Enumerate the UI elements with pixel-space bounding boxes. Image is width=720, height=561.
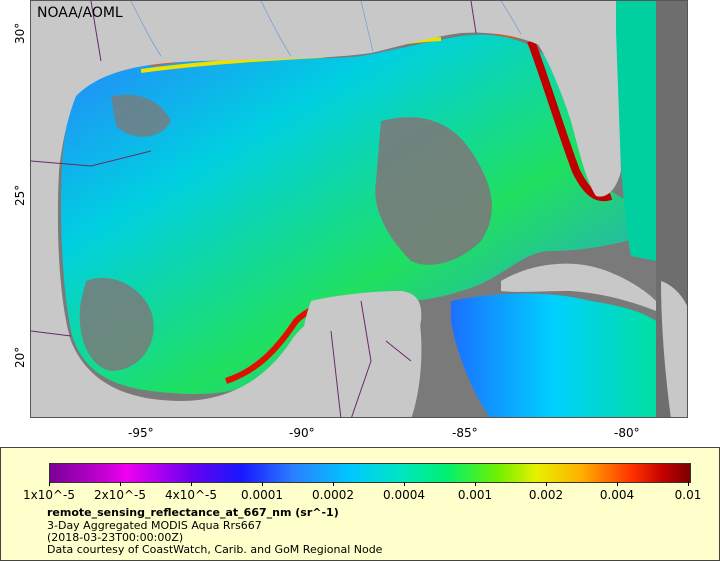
legend-title: remote_sensing_reflectance_at_667_nm (sr… (47, 506, 339, 519)
cloud-gap-central (375, 117, 492, 265)
legend-date: (2018-03-23T00:00:00Z) (47, 531, 184, 544)
lon-tick-85: -85° (452, 426, 478, 440)
legend-dataset: 3-Day Aggregated MODIS Aqua Rrs667 (47, 519, 262, 532)
rivers (130, 1, 522, 57)
lat-tick-30: 30° (13, 22, 27, 44)
land-cuba (501, 263, 656, 311)
land-florida (536, 29, 621, 197)
colorbar-tick: 0.0001 (241, 488, 283, 502)
cloud-gap-west (79, 277, 154, 371)
colorbar-tick: 0.001 (457, 488, 493, 502)
legend-credit: Data courtesy of CoastWatch, Carib. and … (47, 543, 383, 556)
colorbar-tick: 0.0002 (312, 488, 354, 502)
lat-tick-25: 25° (13, 184, 27, 206)
colorbar (49, 463, 691, 483)
legend-panel: 1x10^-5 2x10^-5 4x10^-5 0.0001 0.0002 0.… (0, 447, 720, 561)
political-borders (31, 1, 477, 417)
colorbar-tick: 2x10^-5 (93, 488, 147, 502)
land-yucatan (301, 291, 422, 417)
land-bahamas (661, 281, 687, 417)
reflectance-map (31, 1, 687, 417)
lon-tick-80: -80° (614, 426, 640, 440)
colorbar-tick: 0.002 (528, 488, 564, 502)
colorbar-tick: 0.0004 (383, 488, 425, 502)
colorbar-tick: 1x10^-5 (22, 488, 76, 502)
cloud-gap-north (111, 94, 171, 137)
lon-tick-95: -95° (128, 426, 154, 440)
map-credit: NOAA/AOML (37, 5, 123, 21)
gulf-reflectance-field (61, 34, 662, 394)
lon-tick-90: -90° (289, 426, 315, 440)
colorbar-tick: 0.004 (599, 488, 635, 502)
land-usa (31, 1, 616, 171)
atlantic-reflectance-field (616, 1, 656, 261)
colorbar-tick: 0.01 (674, 488, 702, 502)
caribbean-reflectance-field (451, 293, 656, 417)
map-panel: NOAA/AOML (30, 0, 688, 418)
lat-tick-20: 20° (13, 346, 27, 368)
colorbar-tick: 4x10^-5 (164, 488, 218, 502)
